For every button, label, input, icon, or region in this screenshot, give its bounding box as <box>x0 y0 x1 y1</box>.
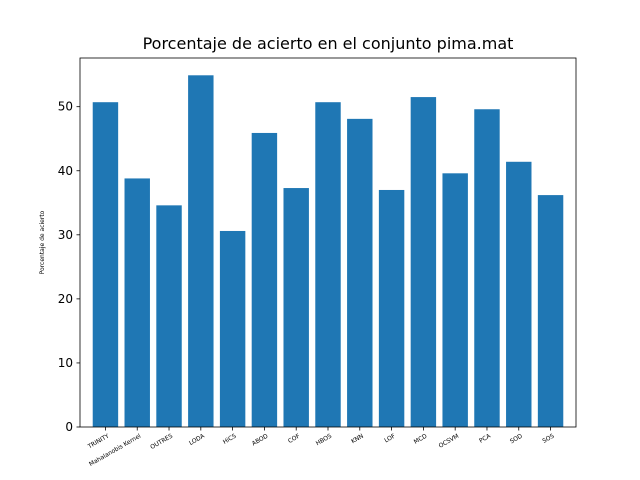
x-tick-label: SOD <box>509 432 524 445</box>
bar-lof <box>378 189 405 427</box>
bar-knn <box>347 118 373 427</box>
x-tick-label: PCA <box>478 432 493 444</box>
bar-loda <box>188 75 214 427</box>
bar-outres <box>156 205 182 427</box>
bar-sos <box>537 195 564 427</box>
bar-mcd <box>410 97 437 427</box>
bars-group <box>92 75 564 427</box>
x-tick-label: KNN <box>350 433 365 446</box>
x-tick-label: SOS <box>541 433 555 445</box>
y-axis: 0 10 20 30 40 50 <box>58 100 80 434</box>
x-tick-label: OUTRES <box>149 433 174 451</box>
x-tick-label: LODA <box>188 432 207 447</box>
bar-abod <box>251 132 278 427</box>
x-tick-label: OCSVM <box>438 433 461 450</box>
plot-frame <box>79 57 577 428</box>
y-tick-label: 30 <box>58 228 73 242</box>
x-tick-label: ABOD <box>251 432 270 447</box>
x-tick-label: HBOS <box>315 433 333 448</box>
x-tick-label: TRINITY <box>86 433 111 451</box>
x-tick-label: HiCS <box>222 433 238 446</box>
y-tick-label: 20 <box>58 292 73 306</box>
y-tick-label: 40 <box>58 164 73 178</box>
chart-title: Porcentaje de acierto en el conjunto pim… <box>143 34 514 53</box>
bar-sod <box>506 161 532 427</box>
bar-cof <box>283 188 309 427</box>
bar-mahalanobis-kernel <box>124 178 150 427</box>
x-tick-label: MCD <box>413 432 429 445</box>
y-tick-label: 50 <box>58 100 73 114</box>
x-tick-label: COF <box>287 432 302 445</box>
y-tick-label: 10 <box>58 356 73 370</box>
bar-pca <box>474 109 500 427</box>
bar-trinity <box>92 102 119 427</box>
bar-ocsvm <box>442 173 468 427</box>
x-tick-label: LOF <box>383 432 397 444</box>
y-axis-label: Porcentaje de acierto <box>39 210 46 274</box>
bar-hics <box>219 230 246 427</box>
y-tick-label: 0 <box>65 420 73 434</box>
bar-hbos <box>315 102 341 427</box>
